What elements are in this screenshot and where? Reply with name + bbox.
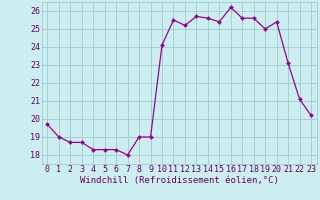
X-axis label: Windchill (Refroidissement éolien,°C): Windchill (Refroidissement éolien,°C) [80, 176, 279, 185]
